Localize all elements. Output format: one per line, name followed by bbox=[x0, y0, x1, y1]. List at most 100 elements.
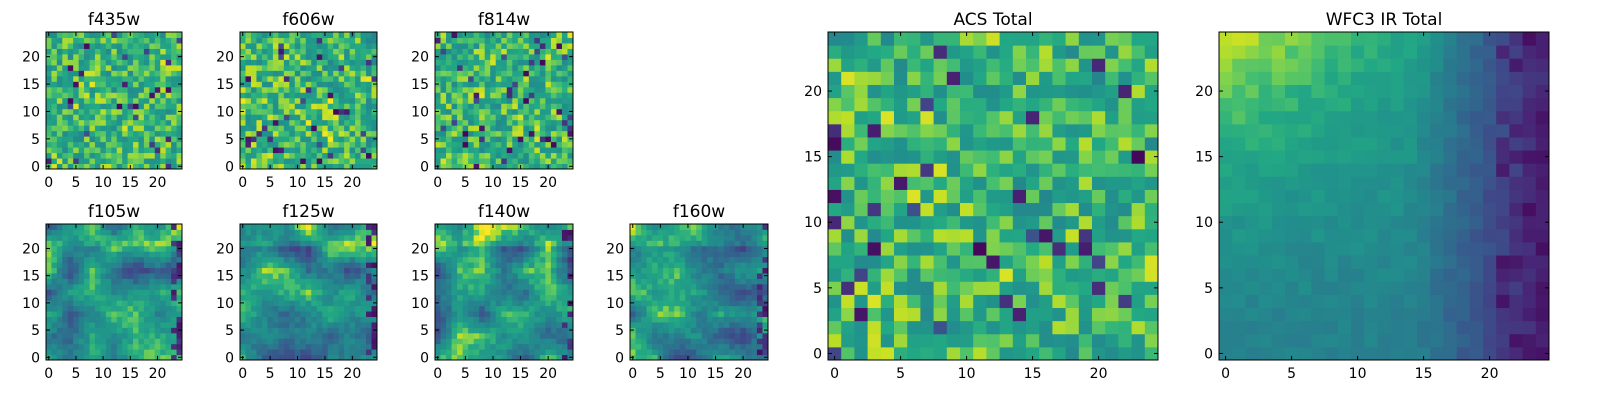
heatmap-cell bbox=[278, 103, 285, 110]
heatmap-cell bbox=[1105, 176, 1119, 190]
heatmap-cell bbox=[344, 59, 351, 66]
heatmap-cell bbox=[349, 42, 356, 49]
heatmap-cell bbox=[360, 311, 367, 317]
heatmap-cell bbox=[127, 97, 134, 104]
heatmap-cell bbox=[84, 92, 91, 99]
heatmap-cell bbox=[327, 141, 334, 148]
heatmap-cell bbox=[828, 189, 842, 204]
heatmap-cell bbox=[674, 245, 681, 252]
heatmap-cell bbox=[1052, 163, 1067, 177]
heatmap-cell bbox=[78, 114, 85, 121]
heatmap-cell bbox=[116, 256, 123, 263]
heatmap-cell bbox=[78, 163, 85, 170]
heatmap-cell bbox=[338, 163, 345, 170]
heatmap-cell bbox=[344, 152, 351, 159]
heatmap-cell bbox=[512, 86, 519, 93]
heatmap-cell bbox=[250, 343, 257, 350]
heatmap-cell bbox=[762, 234, 769, 241]
heatmap-cell bbox=[534, 103, 541, 110]
heatmap-cell bbox=[143, 294, 150, 301]
heatmap-cell bbox=[630, 262, 637, 269]
heatmap-cell bbox=[451, 327, 458, 334]
heatmap-cell bbox=[854, 202, 869, 217]
heatmap-cell bbox=[245, 327, 252, 334]
heatmap-cell bbox=[479, 327, 486, 334]
heatmap-cell bbox=[127, 64, 134, 71]
heatmap-cell bbox=[366, 267, 373, 274]
heatmap-cell bbox=[62, 152, 69, 159]
heatmap-cell bbox=[696, 262, 703, 269]
heatmap-cell bbox=[468, 130, 475, 137]
heatmap-cell bbox=[89, 92, 96, 99]
heatmap-cell bbox=[479, 152, 486, 159]
heatmap-cell bbox=[679, 245, 686, 252]
heatmap-cell bbox=[355, 316, 362, 323]
heatmap-cell bbox=[657, 278, 664, 285]
heatmap-cell bbox=[78, 321, 85, 328]
heatmap-cell bbox=[451, 316, 458, 323]
heatmap-cell bbox=[322, 59, 329, 66]
heatmap-cell bbox=[457, 75, 464, 82]
heatmap-cell bbox=[84, 152, 91, 159]
heatmap-cell bbox=[920, 281, 935, 295]
heatmap-cell bbox=[701, 262, 708, 269]
heatmap-cell bbox=[143, 327, 150, 334]
heatmap-cell bbox=[751, 262, 758, 269]
heatmap-cell bbox=[154, 158, 161, 165]
heatmap-cell bbox=[550, 229, 557, 236]
heatmap-cell bbox=[344, 42, 351, 49]
heatmap-cell bbox=[479, 240, 486, 247]
heatmap-cell bbox=[479, 294, 486, 301]
heatmap-cell bbox=[451, 338, 458, 345]
heatmap-cell bbox=[867, 268, 882, 282]
heatmap-cell bbox=[894, 333, 908, 348]
heatmap-cell bbox=[668, 305, 675, 312]
heatmap-cell bbox=[880, 346, 895, 361]
heatmap-cell bbox=[67, 136, 74, 143]
heatmap-cell bbox=[734, 332, 741, 339]
heatmap-cell bbox=[550, 251, 557, 258]
heatmap-cell bbox=[1012, 228, 1027, 243]
heatmap-cell bbox=[78, 327, 85, 334]
heatmap-cell bbox=[435, 262, 442, 269]
y-tick-label: 0 bbox=[225, 159, 234, 175]
heatmap-cell bbox=[473, 103, 480, 110]
heatmap-cell bbox=[84, 125, 91, 132]
heatmap-cell bbox=[154, 97, 161, 104]
heatmap-cell bbox=[451, 163, 458, 170]
heatmap-cell bbox=[261, 354, 268, 361]
heatmap-cell bbox=[250, 251, 257, 258]
heatmap-cell bbox=[171, 97, 178, 104]
heatmap-cell bbox=[289, 141, 296, 148]
heatmap-cell bbox=[495, 141, 502, 148]
heatmap-cell bbox=[1131, 176, 1146, 190]
heatmap-cell bbox=[920, 176, 935, 190]
heatmap-cell bbox=[371, 48, 378, 55]
heatmap-cell bbox=[272, 59, 279, 66]
heatmap-cell bbox=[762, 240, 769, 247]
heatmap-cell bbox=[272, 354, 279, 361]
heatmap-cell bbox=[495, 125, 502, 132]
heatmap-cell bbox=[685, 305, 692, 312]
heatmap-cell bbox=[261, 251, 268, 258]
heatmap-cell bbox=[261, 300, 268, 307]
heatmap-cell bbox=[528, 119, 535, 126]
heatmap-cell bbox=[349, 37, 356, 44]
heatmap-cell bbox=[62, 316, 69, 323]
heatmap-cell bbox=[100, 37, 107, 44]
heatmap-cell bbox=[250, 224, 257, 230]
heatmap-cell bbox=[1039, 241, 1053, 256]
heatmap-cell bbox=[143, 251, 150, 258]
heatmap-cell bbox=[679, 256, 686, 263]
heatmap-cell bbox=[473, 278, 480, 285]
heatmap-cell bbox=[355, 97, 362, 104]
heatmap-cell bbox=[679, 267, 686, 274]
heatmap-cell bbox=[556, 256, 563, 263]
heatmap-cell bbox=[707, 332, 714, 339]
heatmap-cell bbox=[261, 81, 268, 88]
heatmap-cell bbox=[300, 256, 307, 263]
heatmap-cell bbox=[690, 311, 697, 317]
heatmap-cell bbox=[685, 294, 692, 301]
heatmap-cell bbox=[289, 262, 296, 269]
heatmap-cell bbox=[84, 130, 91, 137]
